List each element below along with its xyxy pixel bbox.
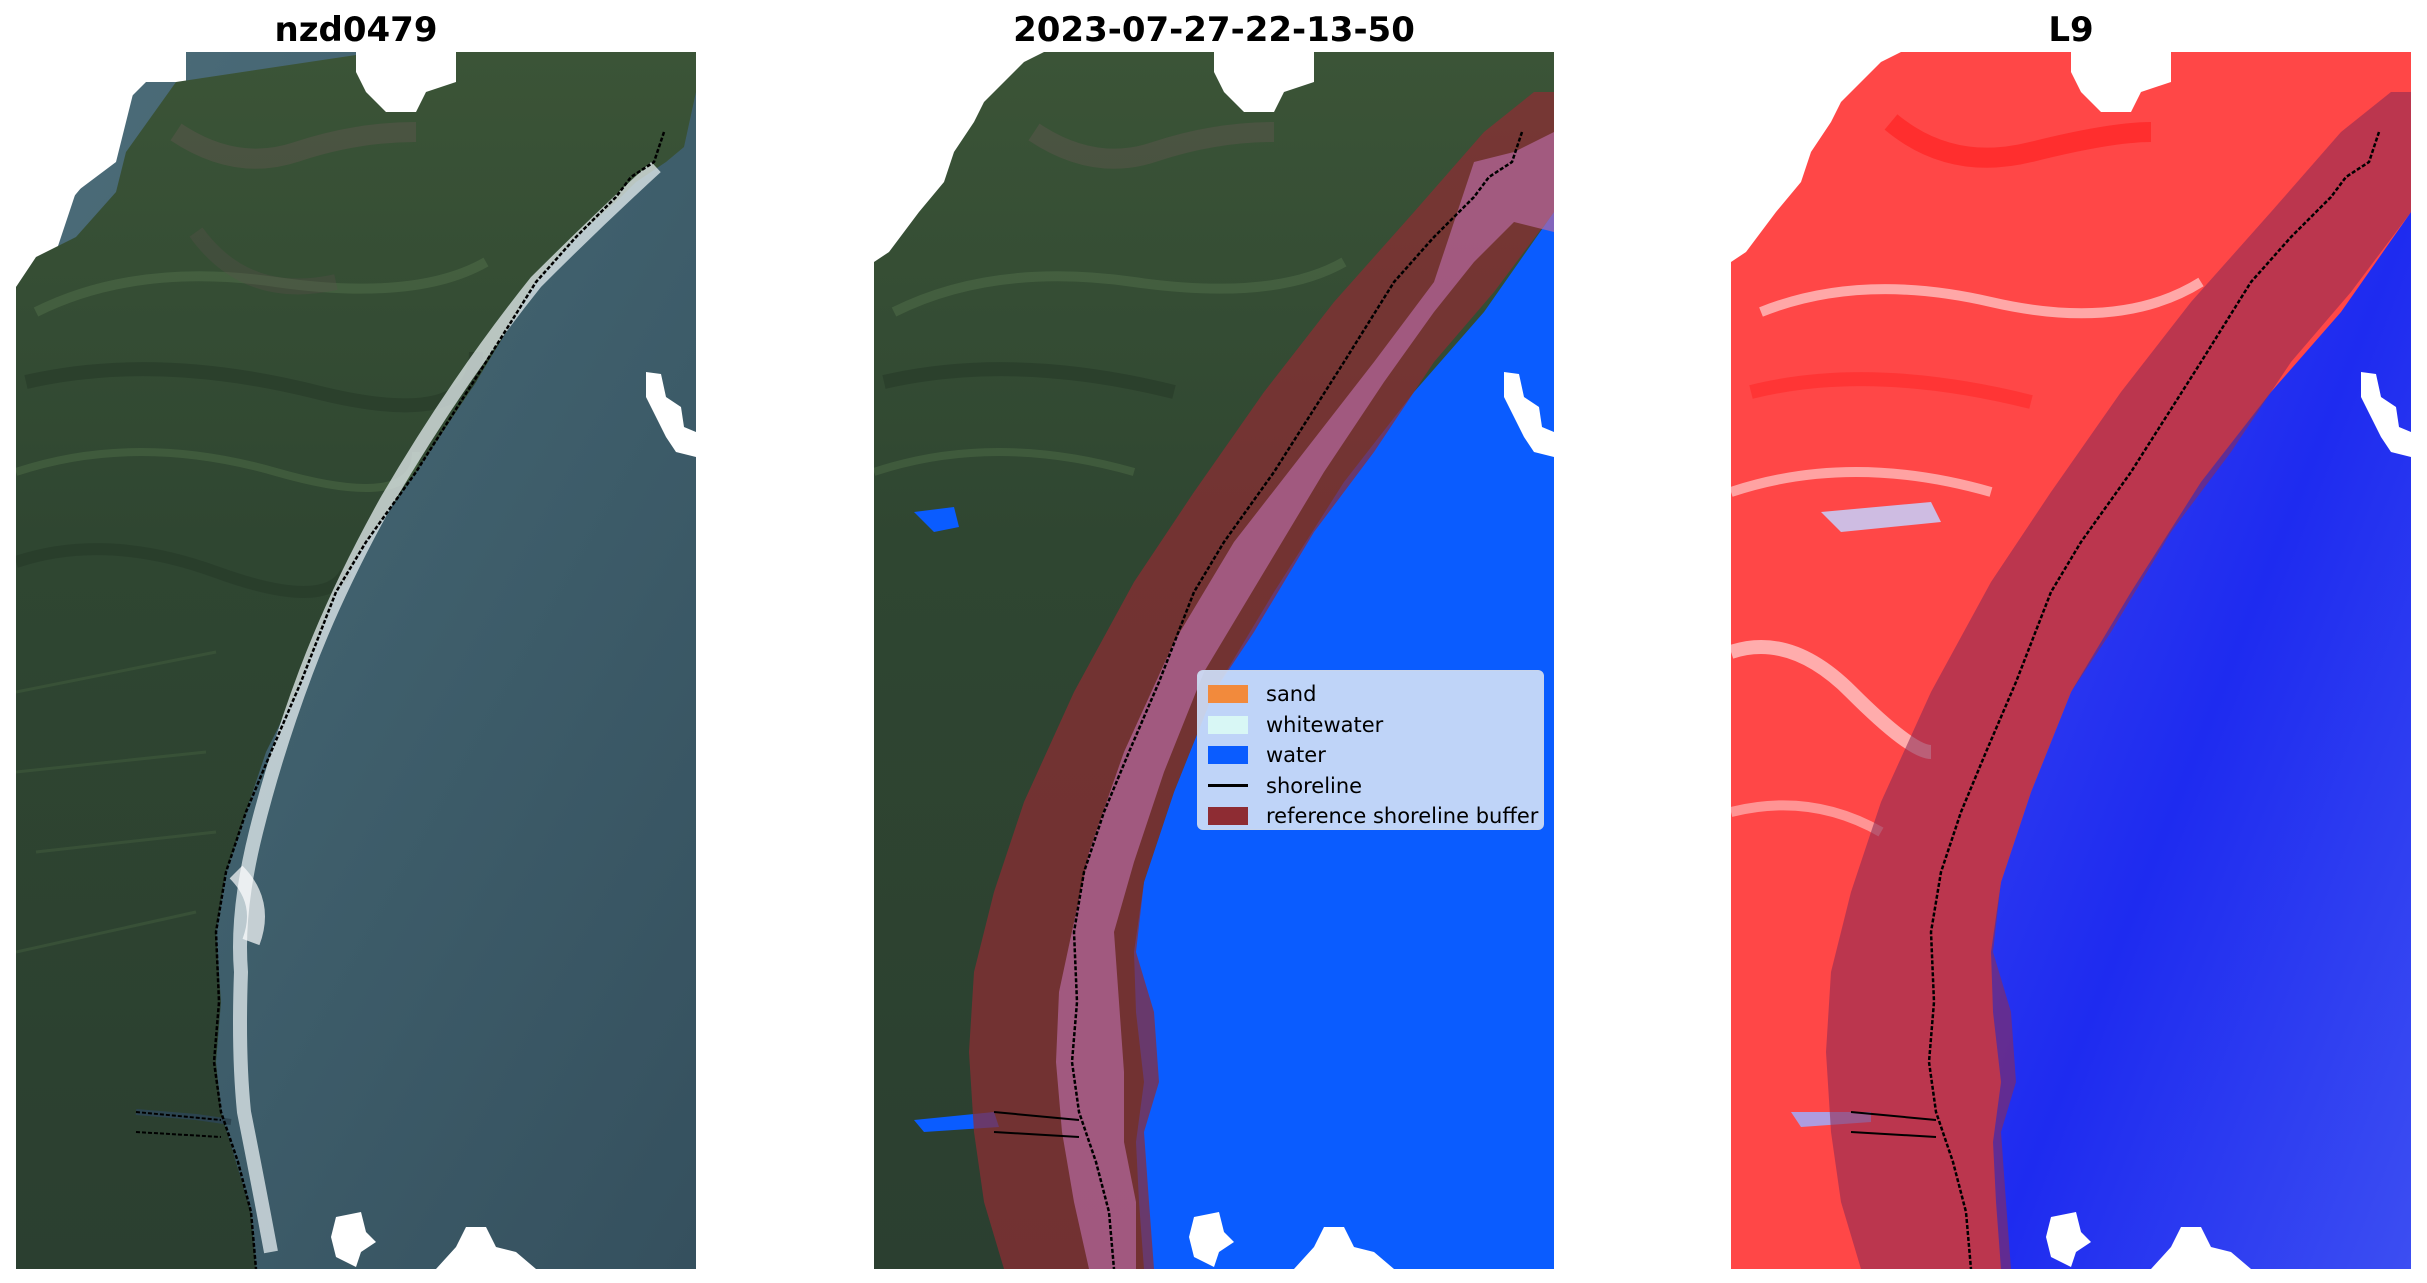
cloud-mask <box>1731 52 2411 1269</box>
rgb-satellite-image <box>16 52 696 1269</box>
legend-item-sand: sand <box>1208 679 1533 710</box>
legend-label: sand <box>1266 682 1317 707</box>
panel-title-rgb: nzd0479 <box>274 10 438 50</box>
cloud-mask <box>16 52 696 1269</box>
shoreline <box>212 131 666 1269</box>
legend-item-shoreline: shoreline <box>1208 771 1533 802</box>
legend-item-buffer: reference shoreline buffer <box>1208 801 1538 832</box>
legend-swatch-sand <box>1208 685 1248 704</box>
shoreline <box>1927 131 2381 1269</box>
water-index-image <box>1731 52 2411 1269</box>
legend-label: whitewater <box>1266 712 1384 737</box>
land-area <box>16 52 696 1269</box>
shoreline <box>1070 131 1524 1269</box>
legend-swatch-whitewater <box>1208 715 1248 734</box>
reference-shoreline-buffer <box>1826 92 2411 1269</box>
panel-title-index: L9 <box>2048 10 2094 50</box>
legend: sand whitewater water shoreline referenc… <box>1197 670 1544 830</box>
panel-title-classified: 2023-07-27-22-13-50 <box>1013 10 1415 50</box>
classified-image <box>874 52 1554 1269</box>
legend-label: reference shoreline buffer <box>1266 804 1539 829</box>
legend-item-water: water <box>1208 740 1533 771</box>
legend-label: water <box>1266 743 1326 768</box>
legend-swatch-buffer <box>1208 807 1248 826</box>
legend-line-shoreline <box>1208 784 1248 788</box>
legend-item-whitewater: whitewater <box>1208 710 1533 741</box>
cloud-mask <box>874 52 1554 1269</box>
legend-label: shoreline <box>1266 773 1363 798</box>
legend-swatch-water <box>1208 746 1248 765</box>
